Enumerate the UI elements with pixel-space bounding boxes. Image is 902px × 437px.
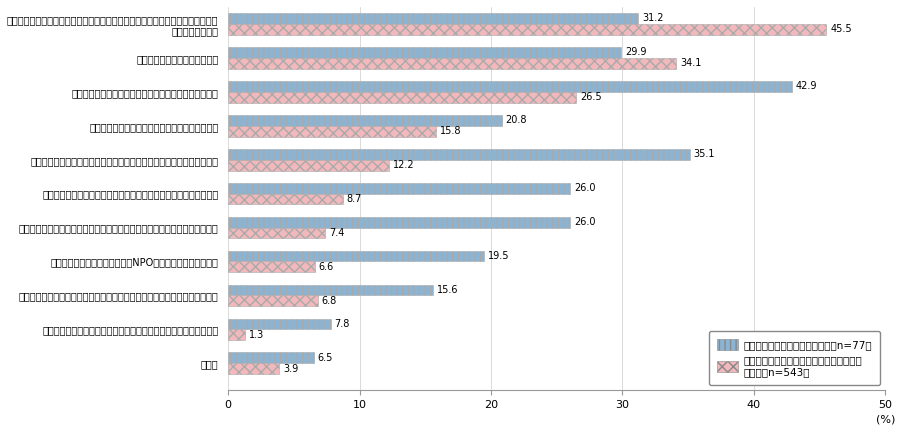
Bar — [228, 228, 326, 239]
Text: 6.8: 6.8 — [321, 296, 336, 306]
Text: 42.9: 42.9 — [796, 81, 817, 91]
Bar — [228, 319, 331, 329]
Bar — [228, 284, 433, 295]
Bar — [228, 92, 576, 103]
Text: 26.5: 26.5 — [580, 92, 602, 102]
Text: 45.5: 45.5 — [830, 24, 851, 35]
Text: 35.1: 35.1 — [694, 149, 715, 159]
Bar — [228, 295, 318, 306]
Bar — [228, 363, 280, 374]
Bar — [228, 194, 343, 205]
Bar — [228, 353, 314, 363]
Bar — [228, 47, 621, 58]
Text: 15.6: 15.6 — [437, 285, 458, 295]
Text: 26.0: 26.0 — [574, 183, 595, 193]
Bar — [228, 251, 484, 261]
Text: 7.4: 7.4 — [329, 228, 345, 238]
Text: 19.5: 19.5 — [488, 251, 510, 261]
Legend: 既に取組を促進している自治体（n=77）, 関心があるが、まだ取組を実施していない
自治体（n=543）: 既に取組を促進している自治体（n=77）, 関心があるが、まだ取組を実施していな… — [709, 331, 880, 385]
Bar — [228, 58, 676, 69]
Text: 6.5: 6.5 — [318, 353, 333, 363]
Text: 12.2: 12.2 — [392, 160, 414, 170]
Text: 7.8: 7.8 — [335, 319, 350, 329]
Text: 15.8: 15.8 — [440, 126, 461, 136]
Bar — [228, 160, 389, 170]
Bar — [228, 115, 502, 126]
Text: 1.3: 1.3 — [249, 330, 264, 340]
Text: 8.7: 8.7 — [346, 194, 362, 204]
Text: 3.9: 3.9 — [283, 364, 299, 374]
Text: 26.0: 26.0 — [574, 217, 595, 227]
Text: 29.9: 29.9 — [625, 48, 647, 57]
Bar — [228, 126, 436, 137]
Text: 6.6: 6.6 — [319, 262, 334, 272]
Bar — [228, 183, 570, 194]
Bar — [228, 261, 315, 272]
Bar — [228, 13, 639, 24]
Text: 34.1: 34.1 — [680, 58, 702, 68]
Bar — [228, 149, 689, 160]
Bar — [228, 81, 792, 92]
Text: (%): (%) — [876, 414, 895, 424]
Bar — [228, 329, 245, 340]
Bar — [228, 24, 826, 35]
Bar — [228, 217, 570, 228]
Text: 31.2: 31.2 — [642, 14, 664, 24]
Text: 20.8: 20.8 — [505, 115, 527, 125]
